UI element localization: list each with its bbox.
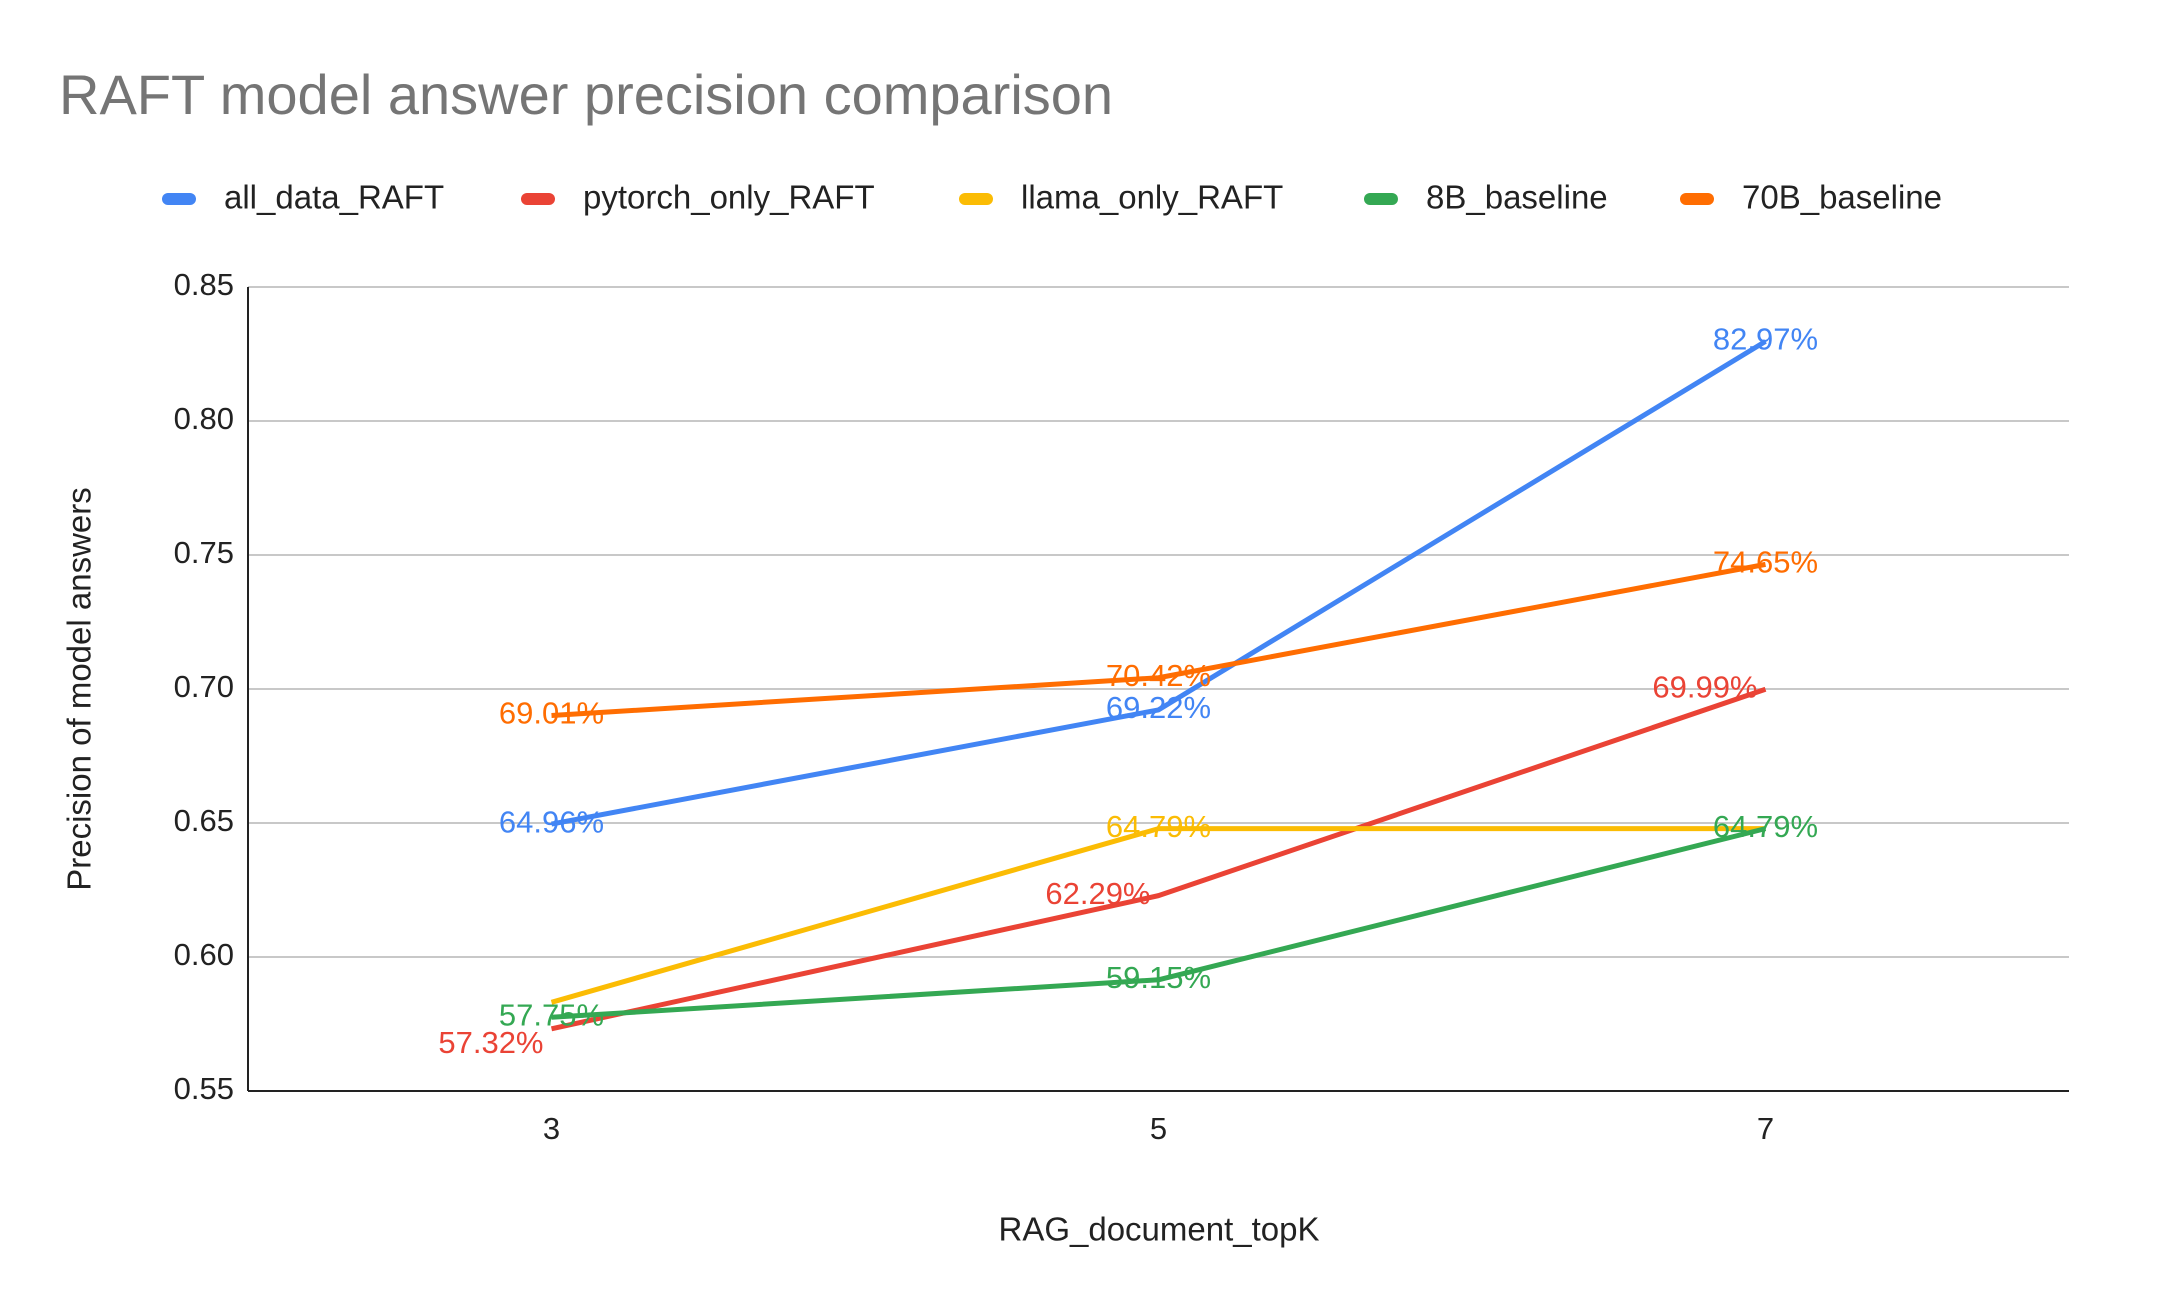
y-tick-label: 0.80 [174, 401, 234, 436]
y-tick-label: 0.85 [174, 267, 234, 302]
data-label: 70.42% [1106, 658, 1211, 693]
chart-title: RAFT model answer precision comparison [59, 63, 1113, 126]
legend-label: llama_only_RAFT [1021, 179, 1283, 216]
data-label: 64.79% [1106, 809, 1211, 844]
legend-swatch [959, 193, 993, 205]
data-label: 69.22% [1106, 690, 1211, 725]
series-line [551, 561, 1766, 719]
x-tick-label: 7 [1757, 1111, 1774, 1146]
y-tick-label: 0.70 [174, 669, 234, 704]
y-tick-label: 0.55 [174, 1071, 234, 1106]
series-line [551, 339, 1767, 827]
data-label: 64.79% [1713, 809, 1818, 844]
data-label: 57.32% [438, 1025, 543, 1060]
x-tick-label: 3 [543, 1111, 560, 1146]
legend-swatch [521, 193, 555, 205]
legend-label: pytorch_only_RAFT [583, 179, 875, 216]
series-line [551, 826, 1767, 1020]
data-label: 59.15% [1106, 960, 1211, 995]
data-label: 62.29% [1045, 876, 1150, 911]
data-label: 64.96% [499, 804, 604, 839]
data-label: 69.99% [1652, 669, 1757, 704]
y-tick-label: 0.65 [174, 803, 234, 838]
x-axis-title: RAG_document_topK [998, 1211, 1319, 1248]
series-line [550, 826, 1766, 1005]
y-tick-label: 0.60 [174, 937, 234, 972]
data-label: 74.65% [1713, 545, 1818, 580]
legend-swatch [162, 193, 196, 205]
legend-label: 70B_baseline [1742, 179, 1942, 216]
legend-swatch [1680, 193, 1714, 205]
x-tick-label: 5 [1150, 1111, 1167, 1146]
series-line [550, 686, 1767, 1032]
legend-label: all_data_RAFT [224, 179, 444, 216]
legend-swatch [1364, 193, 1398, 205]
data-label: 82.97% [1713, 322, 1818, 357]
y-axis-title: Precision of model answers [61, 487, 98, 891]
data-label: 69.01% [499, 696, 604, 731]
data-label: 57.75% [499, 997, 604, 1032]
y-tick-label: 0.75 [174, 535, 234, 570]
legend-label: 8B_baseline [1426, 179, 1608, 216]
